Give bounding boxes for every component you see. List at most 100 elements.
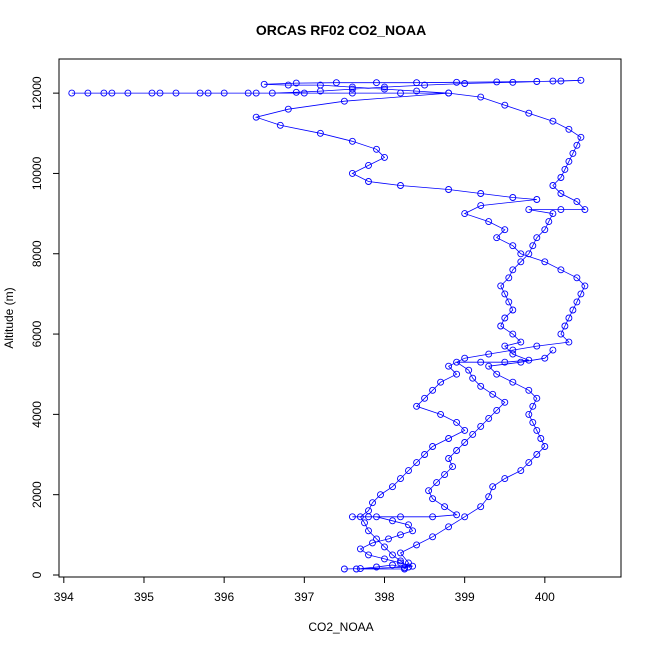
series-line <box>71 79 586 570</box>
data-point <box>461 439 469 446</box>
data-point <box>501 398 509 406</box>
data-point <box>557 77 565 85</box>
data-point <box>541 226 549 234</box>
data-point <box>389 517 396 525</box>
data-point <box>381 83 388 91</box>
data-point <box>477 382 485 390</box>
data-point <box>148 89 156 97</box>
data-point <box>385 535 392 543</box>
data-point <box>365 551 372 559</box>
data-point <box>565 338 573 346</box>
data-point <box>493 78 501 86</box>
data-point <box>549 117 557 125</box>
data-point <box>340 565 348 573</box>
data-point <box>172 89 180 97</box>
data-point <box>557 206 565 214</box>
data-point <box>541 258 549 266</box>
data-point <box>549 182 557 189</box>
data-point <box>509 306 517 314</box>
data-point <box>445 435 453 442</box>
data-point <box>356 545 364 553</box>
data-point <box>409 527 417 535</box>
data-point <box>381 153 388 161</box>
series-layer <box>68 76 589 573</box>
data-point <box>509 266 517 274</box>
x-tick-label: 396 <box>214 590 234 604</box>
data-point <box>124 89 132 97</box>
data-point <box>549 77 557 85</box>
data-point <box>332 79 340 87</box>
chart-title: ORCAS RF02 CO2_NOAA <box>256 22 426 38</box>
data-point <box>300 89 308 97</box>
data-point <box>397 549 404 557</box>
x-tick-label: 394 <box>54 590 74 604</box>
data-point <box>561 165 569 173</box>
data-point <box>421 81 429 89</box>
data-point <box>381 85 388 93</box>
data-point <box>533 342 541 350</box>
data-point <box>493 234 501 242</box>
data-point <box>565 314 573 322</box>
data-point <box>397 182 404 189</box>
y-tick-label: 8000 <box>30 240 44 267</box>
data-point <box>533 196 541 203</box>
data-point <box>493 370 501 378</box>
data-point <box>525 250 533 258</box>
data-point <box>445 89 453 97</box>
data-point <box>100 89 108 97</box>
data-point <box>501 290 509 298</box>
data-point <box>365 178 372 185</box>
data-point <box>533 426 541 434</box>
data-point <box>405 467 412 475</box>
data-point <box>529 242 537 250</box>
y-tick-label: 4000 <box>30 401 44 428</box>
data-point <box>557 190 565 197</box>
data-point <box>356 565 364 573</box>
data-point <box>477 503 485 511</box>
data-point <box>252 89 260 97</box>
data-point <box>453 370 461 378</box>
data-point <box>501 342 509 350</box>
y-axis: 0 2000 4000 6000 8000 10000 12000 <box>30 76 60 578</box>
data-point <box>413 87 421 95</box>
data-point <box>421 451 429 458</box>
data-point <box>413 402 421 410</box>
data-point <box>581 282 589 290</box>
data-point <box>573 141 581 149</box>
data-point <box>405 563 412 571</box>
data-point <box>501 226 509 234</box>
data-point <box>381 555 388 563</box>
data-point <box>509 330 517 338</box>
data-point <box>389 483 396 491</box>
data-point <box>461 210 469 218</box>
data-point <box>477 93 485 101</box>
data-point <box>196 89 204 97</box>
data-point <box>461 513 469 521</box>
data-point <box>505 274 513 282</box>
data-point <box>477 190 485 197</box>
data-point <box>348 137 356 145</box>
x-axis: 394 395 396 397 398 399 400 <box>54 576 555 604</box>
data-point <box>485 414 493 422</box>
data-point <box>465 366 473 374</box>
data-point <box>557 266 565 274</box>
data-point <box>453 447 461 454</box>
y-tick-label: 0 <box>30 571 44 578</box>
data-point <box>437 410 445 418</box>
data-point <box>525 410 533 418</box>
data-point <box>421 394 429 402</box>
plot-box <box>58 58 622 578</box>
data-point <box>537 435 545 442</box>
data-point <box>373 563 380 571</box>
data-point <box>389 551 396 559</box>
data-point <box>577 133 585 141</box>
data-point <box>348 89 356 97</box>
data-point <box>461 354 469 362</box>
data-point <box>509 346 517 354</box>
data-point <box>489 483 497 491</box>
y-tick-label: 2000 <box>30 481 44 508</box>
data-point <box>220 89 228 97</box>
data-point <box>557 174 565 181</box>
data-point <box>413 79 421 87</box>
data-point <box>284 105 292 113</box>
